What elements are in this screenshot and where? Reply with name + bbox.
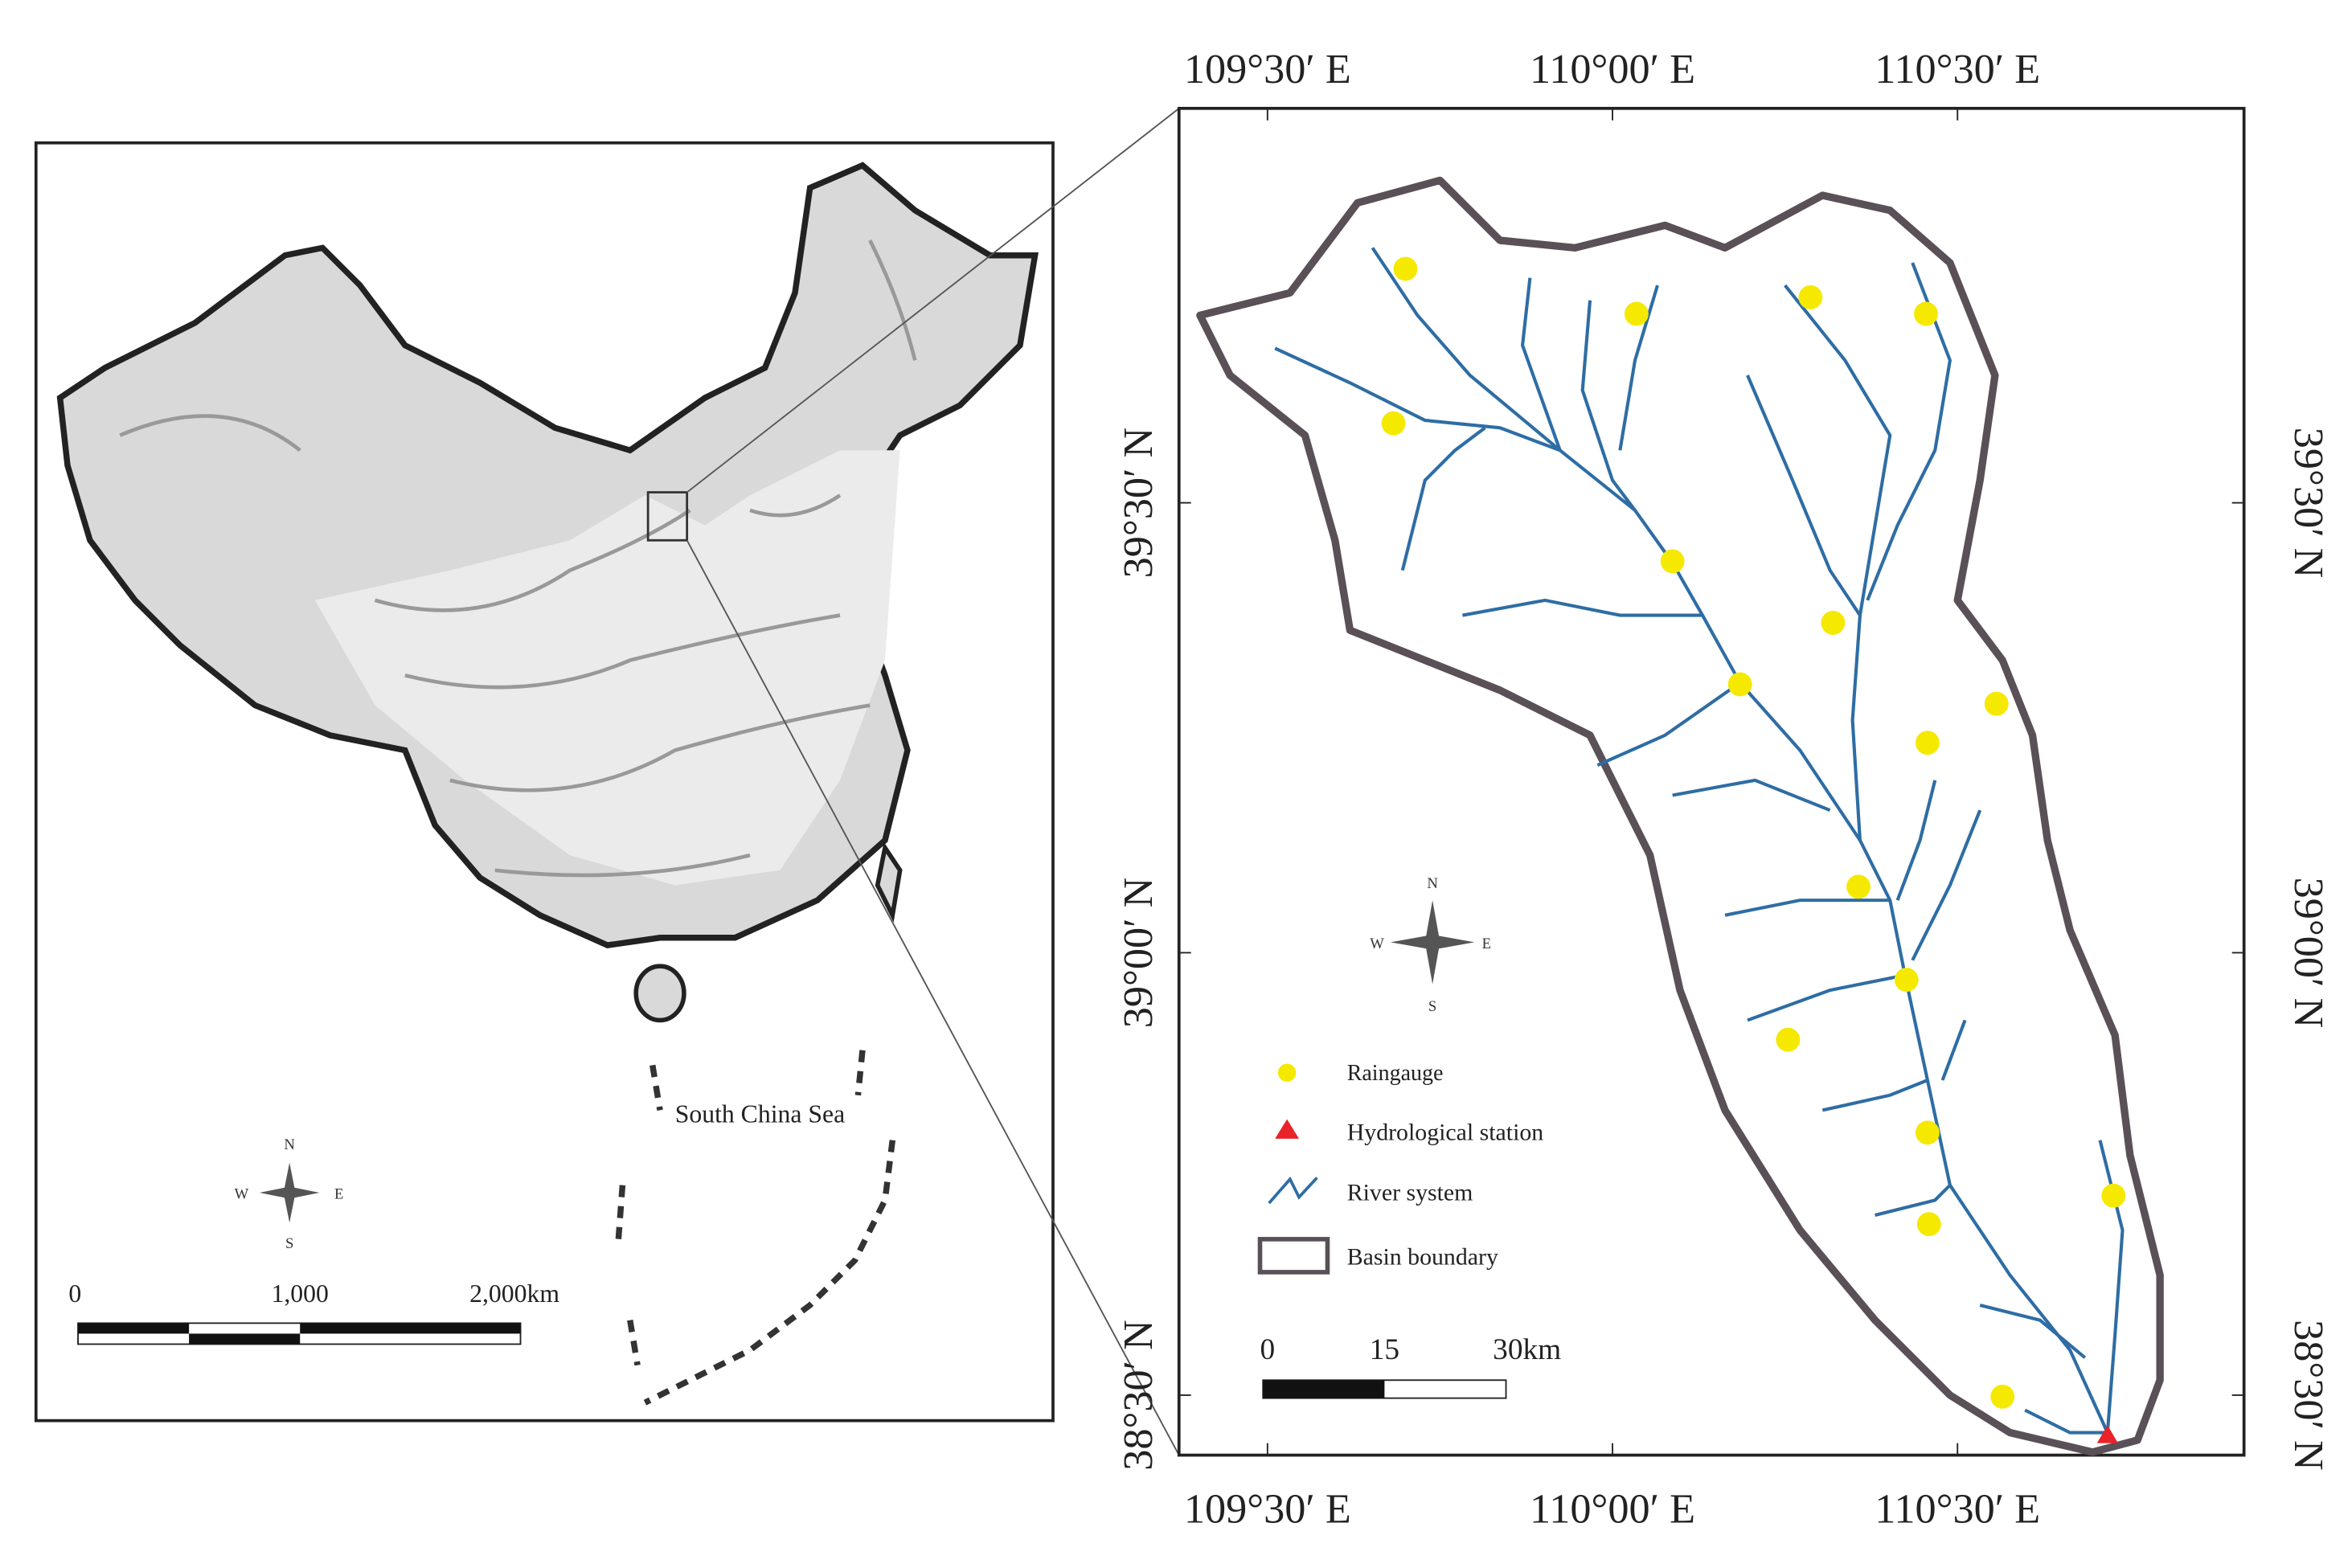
scale-bar: 0 1,000 2,000km xyxy=(68,1279,559,1345)
lat-label: 39°30′ N xyxy=(1115,428,1162,579)
raingauge xyxy=(1916,1212,1941,1237)
lat-label: 38°30′ N xyxy=(2285,1320,2332,1471)
legend-label: Hydrological station xyxy=(1347,1120,1544,1146)
legend: Raingauge Hydrological station River sys… xyxy=(1257,1061,1544,1275)
sea-islands xyxy=(615,1050,896,1406)
river xyxy=(1979,1303,2087,1359)
lon-label: 110°00′ E xyxy=(1530,1486,1695,1533)
scale-label: 0 xyxy=(68,1279,81,1308)
lat-label: 38°30′ N xyxy=(1115,1320,1162,1471)
scale-label: 30km xyxy=(1493,1333,1561,1366)
lon-label: 109°30′ E xyxy=(1184,46,1351,92)
compass-n: N xyxy=(1427,875,1438,892)
river xyxy=(1875,1184,1952,1217)
raingauge xyxy=(1727,672,1752,697)
raingauge xyxy=(1821,610,1846,635)
china-rivers xyxy=(119,239,917,878)
river xyxy=(1371,247,2109,1434)
raingauges xyxy=(1381,256,2126,1409)
compass: N S E W xyxy=(1370,875,1491,1015)
raingauge xyxy=(1660,549,1685,574)
compass-n: N xyxy=(284,1136,295,1153)
raingauge xyxy=(1624,301,1649,326)
scale-label: 1,000 xyxy=(272,1279,329,1308)
lon-label: 110°30′ E xyxy=(1875,1486,2040,1533)
compass-e: E xyxy=(334,1185,343,1202)
hydrological-station xyxy=(2096,1425,2118,1443)
legend-boundary-symbol xyxy=(1257,1237,1330,1275)
lon-label: 110°30′ E xyxy=(1875,46,2040,92)
taiwan xyxy=(875,841,903,923)
river xyxy=(1672,778,1831,813)
raingauge xyxy=(1798,285,1823,309)
river xyxy=(1520,277,1562,451)
scale-bar: 0 15 30km xyxy=(1260,1333,1561,1399)
river xyxy=(1746,375,1862,616)
scale-label: 0 xyxy=(1260,1333,1276,1366)
sea-label: South China Sea xyxy=(675,1099,845,1128)
river xyxy=(1274,346,1561,452)
compass-e: E xyxy=(1482,935,1491,952)
legend-station-symbol xyxy=(1275,1119,1300,1139)
lon-label: 110°00′ E xyxy=(1530,46,1695,92)
lat-label: 39°00′ N xyxy=(1115,878,1162,1029)
river xyxy=(1911,809,1982,961)
raingauge xyxy=(1984,691,2009,716)
raingauge xyxy=(1393,256,1418,281)
river xyxy=(2024,1408,2108,1435)
river xyxy=(1866,262,1952,601)
hainan xyxy=(633,964,686,1023)
river xyxy=(1580,300,1637,512)
scale-label: 2,000km xyxy=(469,1279,559,1308)
river xyxy=(1784,284,1892,841)
legend-river-symbol xyxy=(1268,1176,1318,1205)
raingauge xyxy=(1915,731,1940,755)
compass-s: S xyxy=(1428,998,1436,1015)
river xyxy=(1596,681,1741,768)
compass-w: W xyxy=(1370,935,1384,952)
inset-line xyxy=(686,539,1180,1456)
lon-label: 109°30′ E xyxy=(1184,1486,1351,1533)
river xyxy=(1618,285,1659,451)
graticule-ticks xyxy=(1178,108,2244,1455)
legend-label: Basin boundary xyxy=(1347,1244,1498,1271)
river xyxy=(1462,598,1703,617)
legend-raingauge-symbol xyxy=(1277,1063,1297,1082)
inset-line xyxy=(686,108,1180,493)
raingauge xyxy=(1915,1120,1940,1145)
scale-label: 15 xyxy=(1370,1333,1399,1366)
river xyxy=(1821,1079,1928,1112)
raingauge xyxy=(2101,1183,2126,1208)
river xyxy=(1747,973,1906,1022)
river xyxy=(1724,899,1891,917)
raingauge xyxy=(1846,874,1871,899)
river xyxy=(1895,780,1937,901)
legend-label: River system xyxy=(1347,1179,1473,1206)
compass-w: W xyxy=(235,1185,249,1202)
study-area-box xyxy=(646,491,689,542)
raingauge xyxy=(1894,968,1919,992)
raingauge xyxy=(1990,1384,2015,1409)
raingauge xyxy=(1776,1027,1801,1052)
legend-label: Raingauge xyxy=(1347,1061,1444,1086)
compass: N S E W xyxy=(235,1136,344,1252)
lat-label: 39°00′ N xyxy=(2285,878,2332,1029)
river xyxy=(1400,426,1486,571)
graticule-labels: 109°30′ E 110°00′ E 110°30′ E 109°30′ E 110°… xyxy=(1115,46,2332,1532)
lat-label: 39°30′ N xyxy=(2285,428,2332,579)
compass-s: S xyxy=(285,1235,293,1252)
river xyxy=(1940,1019,1967,1081)
raingauge xyxy=(1381,411,1406,436)
raingauge xyxy=(1914,301,1938,326)
